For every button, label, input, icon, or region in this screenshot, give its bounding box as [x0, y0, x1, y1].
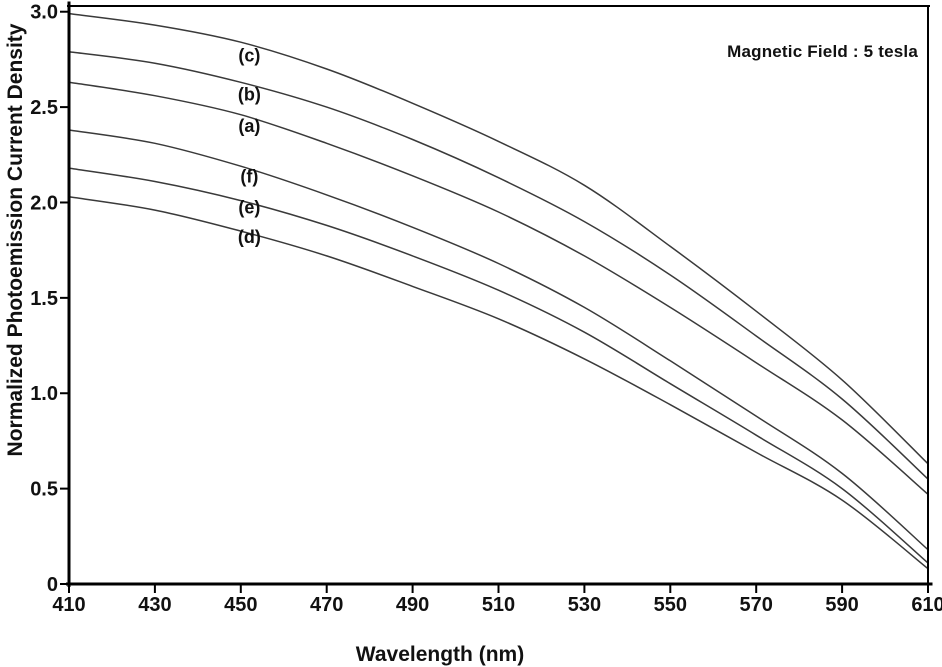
- magnetic-field-annotation: Magnetic Field : 5 tesla: [727, 42, 918, 61]
- curve-label-(b): (b): [238, 85, 261, 105]
- x-tick-label-550: 550: [654, 594, 687, 616]
- x-tick-label-490: 490: [396, 594, 429, 616]
- x-tick-label-430: 430: [138, 594, 171, 616]
- curve-label-(e): (e): [238, 197, 260, 217]
- curve-label-(d): (d): [238, 227, 261, 247]
- x-tick-label-410: 410: [52, 594, 85, 616]
- x-axis-title: Wavelength (nm): [356, 643, 524, 666]
- y-tick-label-2.5: 2.5: [30, 97, 58, 119]
- curve-(e): [68, 167, 929, 564]
- curve-(c): [68, 12, 929, 465]
- generated-chart-content: 410 430 450 470 490 510 530 550 570 590 610 0 0.5 1.0…: [30, 2, 942, 616]
- curve-(f): [68, 129, 929, 551]
- x-tick-label-530: 530: [568, 594, 601, 616]
- x-tick-label-450: 450: [224, 594, 257, 616]
- x-tick-label-510: 510: [482, 594, 515, 616]
- y-tick-label-0.5: 0.5: [30, 479, 58, 501]
- x-tick-label-470: 470: [310, 594, 343, 616]
- y-tick-label-2.0: 2.0: [30, 192, 58, 214]
- x-tick-label-610: 610: [911, 594, 942, 616]
- y-tick-label-1.5: 1.5: [30, 288, 58, 310]
- curve-(a): [68, 81, 929, 495]
- x-tick-label-590: 590: [825, 594, 858, 616]
- y-tick-label-1.0: 1.0: [30, 383, 58, 405]
- plot-border: [66, 1, 933, 587]
- curve-label-(a): (a): [238, 116, 260, 136]
- x-tick-label-570: 570: [740, 594, 773, 616]
- curve-label-(f): (f): [240, 167, 258, 187]
- y-axis-title: Normalized Photoemission Current Density: [4, 23, 27, 456]
- y-tick-label-3.0: 3.0: [30, 2, 58, 24]
- y-tick-label-0: 0: [47, 574, 58, 596]
- curve-(d): [68, 196, 929, 570]
- curve-label-(c): (c): [238, 46, 260, 66]
- curve-(b): [68, 51, 929, 480]
